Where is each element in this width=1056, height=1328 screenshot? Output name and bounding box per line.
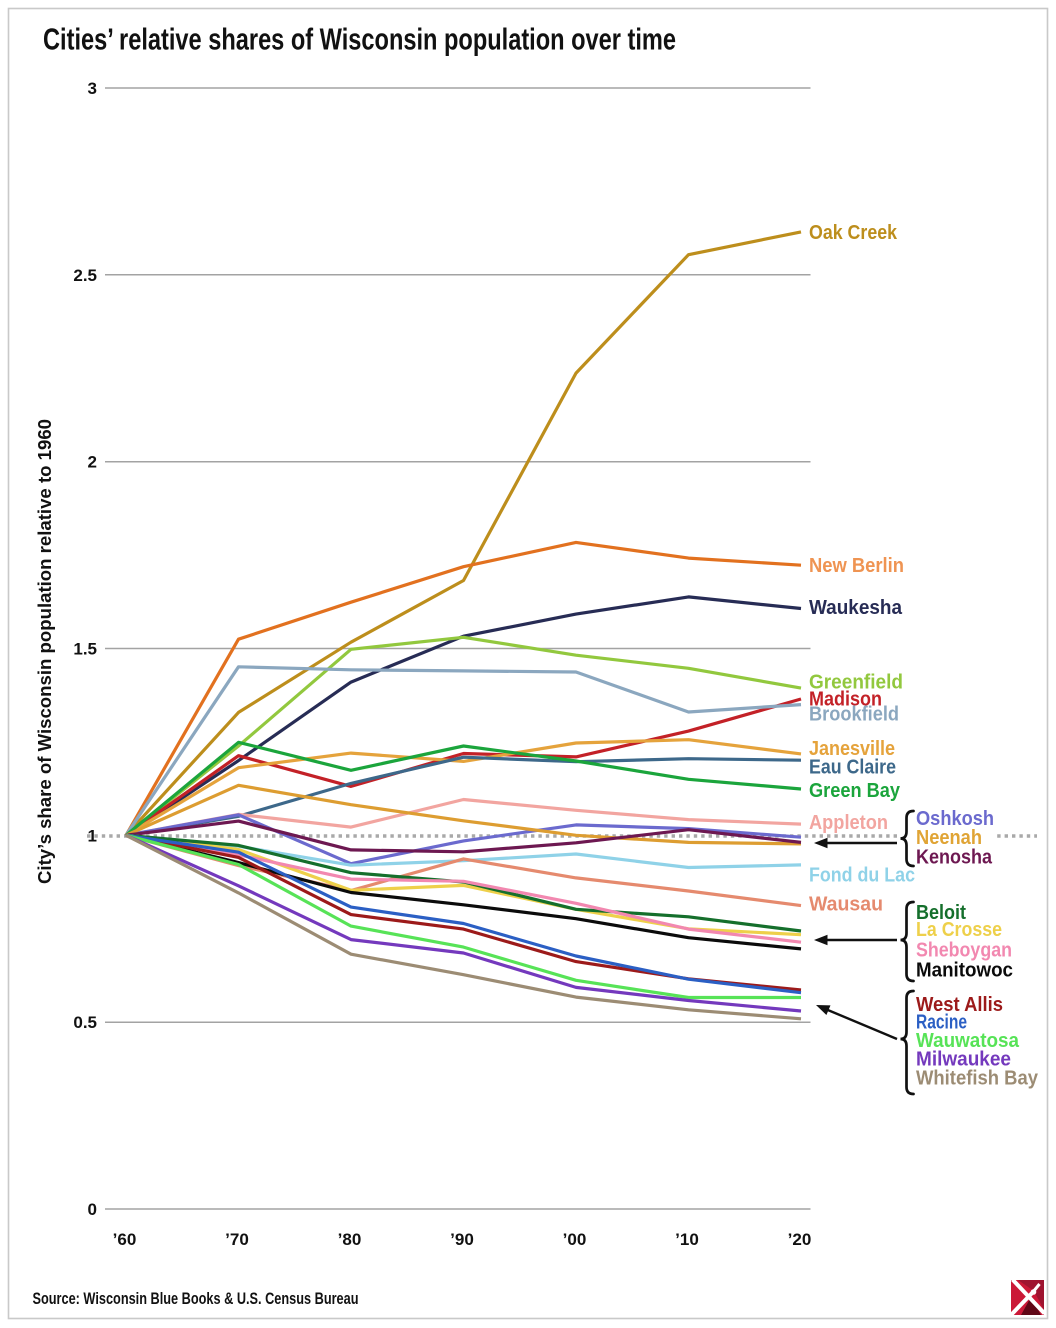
svg-text:Wauwatosa: Wauwatosa [916, 1030, 1020, 1052]
svg-text:Milwaukee: Milwaukee [916, 1049, 1011, 1071]
svg-text:La Crosse: La Crosse [916, 919, 1002, 941]
svg-text:Green Bay: Green Bay [809, 780, 901, 802]
svg-text:Fond du Lac: Fond du Lac [809, 865, 915, 887]
svg-text:0: 0 [88, 1200, 97, 1219]
svg-text:Source: Wisconsin Blue Books &: Source: Wisconsin Blue Books & U.S. Cens… [33, 1289, 359, 1308]
svg-text:Kenosha: Kenosha [916, 847, 993, 869]
svg-text:West Allis: West Allis [916, 994, 1003, 1016]
svg-text:2: 2 [88, 453, 97, 472]
svg-text:Brookfield: Brookfield [809, 704, 899, 726]
svg-text:Cities’ relative shares of Wis: Cities’ relative shares of Wisconsin pop… [43, 22, 676, 57]
svg-text:City’s share of Wisconsin popu: City’s share of Wisconsin population rel… [35, 419, 55, 884]
svg-text:Manitowoc: Manitowoc [916, 959, 1013, 981]
svg-text:1: 1 [88, 826, 97, 845]
svg-text:2.5: 2.5 [73, 266, 97, 285]
svg-text:Racine: Racine [916, 1012, 967, 1034]
svg-text:’00: ’00 [563, 1230, 587, 1249]
svg-text:’10: ’10 [675, 1230, 699, 1249]
svg-text:3: 3 [88, 79, 97, 98]
svg-text:Oak Creek: Oak Creek [809, 222, 898, 244]
svg-text:Neenah: Neenah [916, 827, 982, 849]
svg-text:’70: ’70 [225, 1230, 249, 1249]
svg-text:1.5: 1.5 [73, 640, 97, 659]
svg-text:Oshkosh: Oshkosh [916, 808, 994, 830]
svg-text:0.5: 0.5 [73, 1013, 97, 1032]
svg-text:Janesville: Janesville [809, 738, 895, 760]
svg-text:Greenfield: Greenfield [809, 672, 903, 694]
svg-text:’20: ’20 [788, 1230, 812, 1249]
svg-text:Eau Claire: Eau Claire [809, 757, 896, 779]
svg-text:Beloit: Beloit [916, 902, 966, 924]
svg-text:Wausau: Wausau [809, 894, 883, 916]
svg-text:New Berlin: New Berlin [809, 555, 904, 577]
svg-text:’90: ’90 [450, 1230, 474, 1249]
svg-text:Waukesha: Waukesha [809, 597, 903, 619]
svg-text:Sheboygan: Sheboygan [916, 940, 1012, 962]
svg-text:Appleton: Appleton [809, 812, 888, 834]
svg-text:’80: ’80 [338, 1230, 362, 1249]
svg-text:Whitefish Bay: Whitefish Bay [916, 1068, 1039, 1090]
svg-text:Madison: Madison [809, 689, 882, 711]
svg-text:’60: ’60 [113, 1230, 137, 1249]
